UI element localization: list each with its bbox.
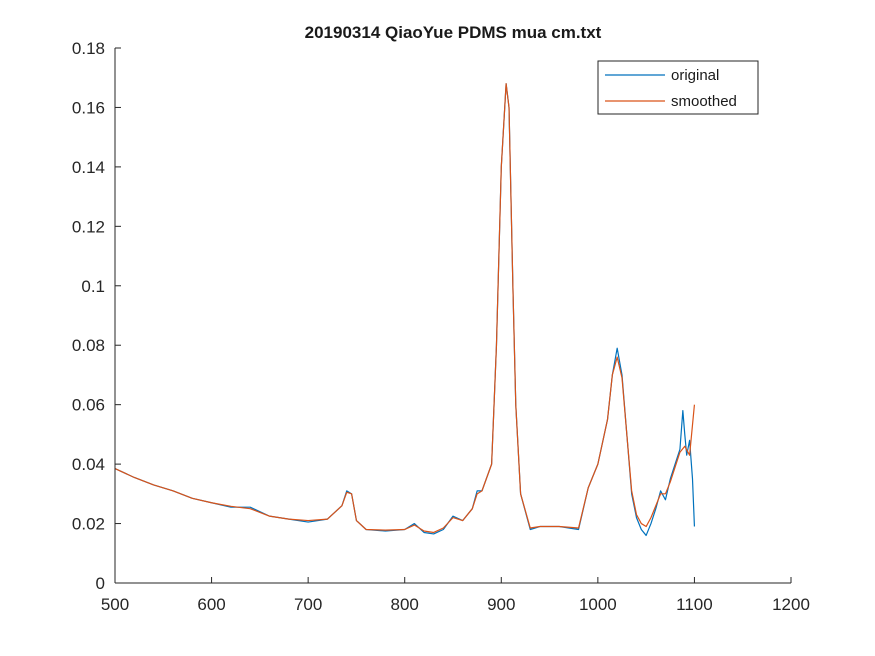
plot-area	[115, 48, 791, 583]
x-tick-label: 600	[197, 595, 225, 614]
y-tick-label: 0.06	[72, 396, 105, 415]
y-tick-label: 0.16	[72, 98, 105, 117]
y-tick-label: 0.14	[72, 158, 105, 177]
y-tick-label: 0	[96, 574, 105, 593]
x-tick-label: 1100	[676, 595, 713, 614]
y-axis-ticks: 0 0.02 0.04 0.06 0.08 0.1 0.12 0.14 0.16 0.18	[72, 39, 121, 593]
x-tick-label: 900	[487, 595, 515, 614]
legend: original smoothed	[597, 60, 759, 115]
y-tick-label: 0.12	[72, 217, 105, 236]
legend-box	[597, 60, 759, 115]
y-tick-label: 0.04	[72, 455, 105, 474]
x-tick-label: 500	[101, 595, 129, 614]
series-line-smoothed	[114, 83, 696, 534]
x-tick-label: 1200	[772, 595, 810, 614]
y-tick-label: 0.08	[72, 336, 105, 355]
x-axis-ticks: 500 600 700 800 900 1000 1100 1200	[101, 577, 810, 614]
x-tick-label: 1000	[579, 595, 617, 614]
y-tick-label: 0.02	[72, 515, 105, 534]
legend-label-smoothed: smoothed	[671, 93, 737, 110]
legend-label-original: original	[671, 67, 719, 84]
chart-title: 20190314 QiaoYue PDMS mua cm.txt	[305, 23, 602, 42]
x-tick-label: 700	[294, 595, 322, 614]
y-tick-label: 0.18	[72, 39, 105, 58]
series-layer	[114, 83, 696, 537]
y-tick-label: 0.1	[81, 277, 105, 296]
x-tick-label: 800	[391, 595, 419, 614]
